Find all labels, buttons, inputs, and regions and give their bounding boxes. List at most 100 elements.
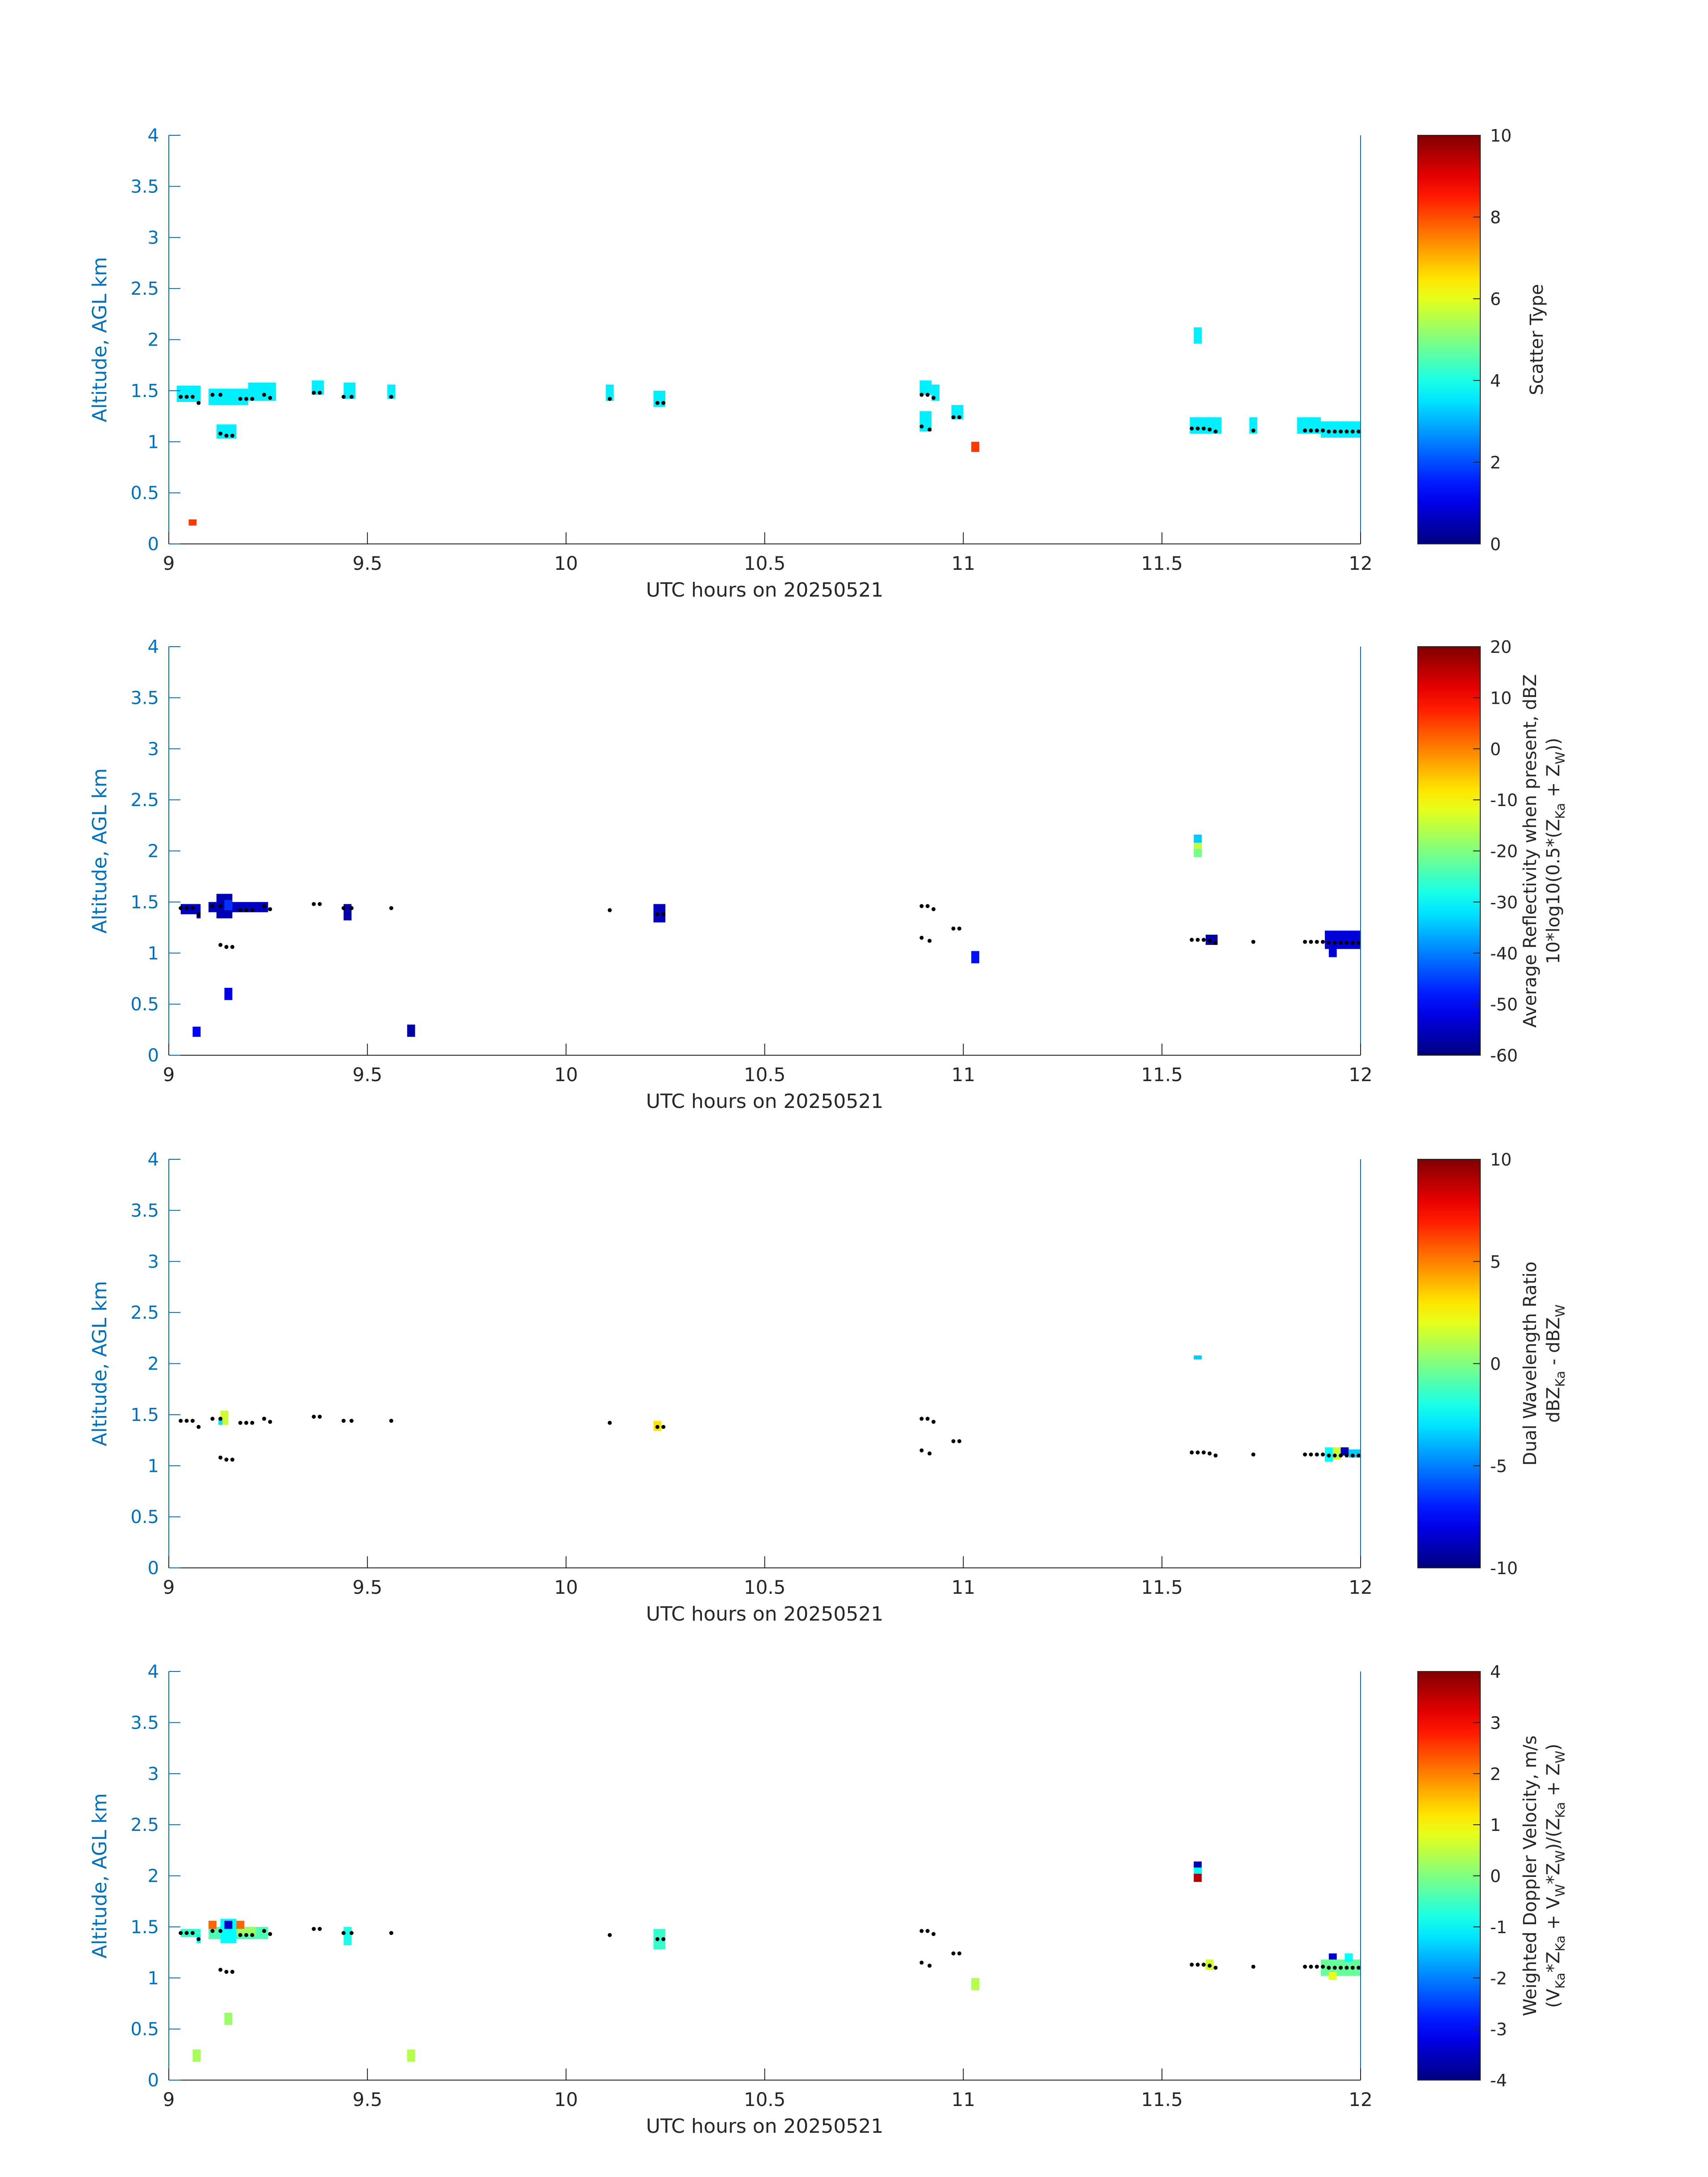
colorbar-tick-label: 2 — [1490, 453, 1501, 472]
x-tick-label: 11.5 — [1141, 1064, 1183, 1086]
cloud-base-dot — [1251, 1452, 1256, 1457]
cloud-base-dot — [196, 912, 201, 916]
x-tick-label: 9.5 — [352, 552, 382, 574]
cloud-base-dot — [389, 1931, 393, 1935]
cloud-base-dot — [1213, 940, 1218, 945]
colorbar-tick-label: 8 — [1490, 208, 1501, 227]
cloud-base-dot — [1202, 1450, 1206, 1455]
data-cell — [919, 380, 932, 395]
cloud-base-dot — [957, 415, 961, 419]
cloud-base-dot — [1309, 1452, 1313, 1457]
cloud-base-dot — [951, 1951, 956, 1956]
data-cell — [971, 951, 979, 964]
cloud-base-dot — [230, 1970, 234, 1974]
data-cell — [1332, 1447, 1341, 1460]
colorbar-label: Average Reflectivity when present, dBZ — [1520, 674, 1541, 1028]
x-tick-label: 10 — [554, 552, 578, 574]
cloud-base-dot — [1303, 1964, 1307, 1969]
x-tick-label: 9 — [163, 1064, 175, 1086]
y-tick-label: 2.5 — [130, 1303, 159, 1323]
cloud-base-dot — [218, 1968, 223, 1972]
y-tick-label: 4 — [148, 1662, 159, 1682]
data-cell — [1194, 843, 1202, 849]
cloud-base-dot — [250, 1421, 255, 1425]
data-cell — [224, 988, 233, 1000]
cloud-base-dot — [608, 1421, 612, 1425]
x-tick-label: 11 — [952, 2089, 975, 2110]
cloud-base-dot — [661, 1425, 666, 1429]
cloud-base-dot — [1309, 1964, 1313, 1969]
cloud-base-dot — [389, 1419, 393, 1423]
cloud-base-dot — [1315, 428, 1319, 433]
x-axis-label: UTC hours on 20250521 — [646, 1090, 884, 1113]
cloud-base-dot — [1207, 1451, 1212, 1456]
y-tick-label: 1 — [148, 943, 159, 964]
colorbar-tick-label: -50 — [1490, 995, 1518, 1015]
cloud-base-dot — [224, 1970, 229, 1974]
data-cell — [188, 519, 197, 526]
x-tick-label: 12 — [1349, 1576, 1372, 1598]
cloud-base-dot — [312, 1926, 316, 1931]
data-cell — [192, 2049, 201, 2062]
cloud-base-dot — [608, 908, 612, 912]
colorbar-tick-label: -40 — [1490, 944, 1518, 963]
colorbar-tick-label: 5 — [1490, 1252, 1501, 1272]
x-tick-label: 11 — [952, 1064, 975, 1086]
cloud-base-dot — [931, 396, 936, 400]
cloud-base-dot — [1202, 938, 1206, 942]
y-tick-label: 3.5 — [130, 176, 159, 197]
cloud-base-dot — [1339, 940, 1343, 945]
colorbar-tick-label: 2 — [1490, 1764, 1501, 1784]
cloud-base-dot — [317, 1926, 322, 1931]
cloud-base-dot — [179, 1931, 183, 1935]
x-tick-label: 10.5 — [744, 1064, 786, 1086]
colorbar-tick-label: 4 — [1490, 1662, 1501, 1682]
cloud-base-dot — [244, 908, 248, 912]
cloud-base-dot — [230, 1458, 234, 1462]
cloud-base-dot — [349, 906, 354, 911]
y-tick-label: 3 — [148, 1252, 159, 1272]
x-tick-label: 10.5 — [744, 1576, 786, 1598]
y-tick-label: 2 — [148, 330, 159, 351]
y-tick-label: 1.5 — [130, 892, 159, 913]
cloud-base-dot — [224, 434, 229, 438]
colorbar-tick-label: 10 — [1490, 126, 1512, 146]
x-tick-label: 9.5 — [352, 1064, 382, 1086]
y-tick-label: 4 — [148, 1149, 159, 1170]
cloud-base-dot — [1202, 426, 1206, 431]
cloud-base-dot — [218, 431, 223, 436]
cloud-base-dot — [1251, 940, 1256, 944]
cloud-base-dot — [1303, 1452, 1307, 1457]
data-cell — [343, 904, 352, 921]
cloud-base-dot — [218, 393, 223, 397]
cloud-base-dot — [661, 401, 666, 405]
cloud-base-dot — [1332, 1965, 1337, 1970]
cloud-base-dot — [919, 1448, 924, 1453]
cloud-base-dot — [210, 1929, 215, 1933]
data-cell — [1321, 421, 1361, 438]
cloud-base-dot — [1327, 940, 1331, 945]
cloud-base-dot — [218, 1929, 223, 1933]
colorbar-tick-label: -2 — [1490, 1968, 1507, 1988]
colorbar-tick-label: -10 — [1490, 1559, 1518, 1578]
cloud-base-dot — [190, 1419, 195, 1423]
x-tick-label: 9 — [163, 1576, 175, 1598]
cloud-base-dot — [179, 395, 183, 399]
cloud-base-dot — [196, 1937, 201, 1941]
cloud-base-dot — [1195, 1450, 1200, 1455]
x-axis-label: UTC hours on 20250521 — [646, 579, 884, 602]
data-cell — [236, 1926, 256, 1935]
colorbar — [1417, 1671, 1481, 2081]
cloud-base-dot — [262, 393, 267, 397]
data-cell — [208, 1921, 217, 1929]
cloud-base-dot — [1190, 938, 1194, 942]
x-axis-label: UTC hours on 20250521 — [646, 1603, 884, 1625]
cloud-base-dot — [1357, 429, 1361, 434]
cloud-base-dots — [179, 902, 1361, 949]
cloud-base-dot — [951, 415, 956, 419]
x-tick-label: 10.5 — [744, 552, 786, 574]
cloud-base-dot — [389, 906, 393, 911]
colorbar-tick-label: -20 — [1490, 842, 1518, 861]
data-cell — [1345, 1953, 1353, 1962]
